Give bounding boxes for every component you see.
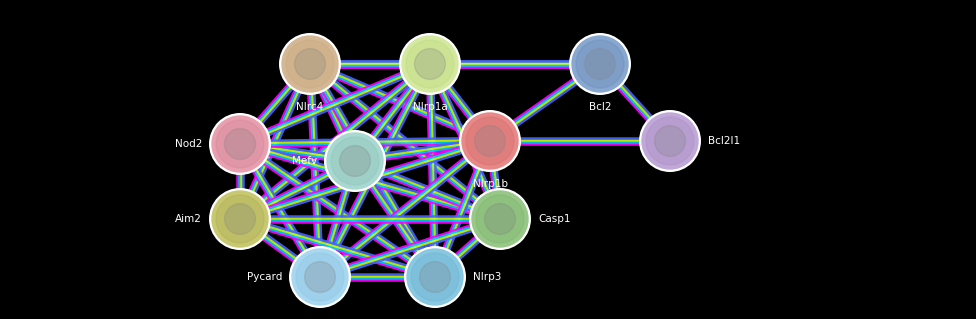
Circle shape bbox=[402, 36, 458, 92]
Text: Pycard: Pycard bbox=[247, 272, 282, 282]
Circle shape bbox=[399, 33, 461, 95]
Circle shape bbox=[411, 253, 459, 301]
Text: Nlrp1a: Nlrp1a bbox=[413, 102, 447, 112]
Text: Nlrc4: Nlrc4 bbox=[297, 102, 324, 112]
Text: Nod2: Nod2 bbox=[175, 139, 202, 149]
Text: Aim2: Aim2 bbox=[175, 214, 202, 224]
Text: Bcl2: Bcl2 bbox=[589, 102, 611, 112]
Circle shape bbox=[406, 40, 454, 88]
Circle shape bbox=[466, 117, 514, 165]
Circle shape bbox=[212, 116, 268, 172]
Circle shape bbox=[216, 120, 264, 168]
Circle shape bbox=[331, 137, 379, 185]
Circle shape bbox=[655, 126, 685, 156]
Circle shape bbox=[209, 113, 271, 175]
Circle shape bbox=[289, 246, 351, 308]
Circle shape bbox=[286, 40, 334, 88]
Circle shape bbox=[282, 36, 338, 92]
Circle shape bbox=[295, 48, 325, 79]
Circle shape bbox=[292, 249, 348, 305]
Circle shape bbox=[279, 33, 341, 95]
Text: Bcl2l1: Bcl2l1 bbox=[708, 136, 740, 146]
Circle shape bbox=[469, 188, 531, 250]
Circle shape bbox=[415, 48, 445, 79]
Text: Casp1: Casp1 bbox=[538, 214, 571, 224]
Circle shape bbox=[569, 33, 631, 95]
Circle shape bbox=[474, 126, 506, 156]
Circle shape bbox=[340, 145, 371, 176]
Text: Nlrp1b: Nlrp1b bbox=[472, 179, 508, 189]
Circle shape bbox=[216, 195, 264, 243]
Circle shape bbox=[462, 113, 518, 169]
Circle shape bbox=[476, 195, 524, 243]
Circle shape bbox=[407, 249, 463, 305]
Circle shape bbox=[327, 133, 383, 189]
Text: Nlrp3: Nlrp3 bbox=[473, 272, 502, 282]
Circle shape bbox=[324, 130, 386, 192]
Circle shape bbox=[642, 113, 698, 169]
Circle shape bbox=[224, 204, 256, 234]
Circle shape bbox=[472, 191, 528, 247]
Circle shape bbox=[404, 246, 466, 308]
Circle shape bbox=[420, 262, 450, 293]
Circle shape bbox=[212, 191, 268, 247]
Circle shape bbox=[485, 204, 515, 234]
Circle shape bbox=[224, 129, 256, 160]
Circle shape bbox=[209, 188, 271, 250]
Circle shape bbox=[296, 253, 344, 301]
Circle shape bbox=[305, 262, 336, 293]
Circle shape bbox=[459, 110, 521, 172]
Circle shape bbox=[585, 48, 616, 79]
Text: Mefv: Mefv bbox=[292, 156, 317, 166]
Circle shape bbox=[639, 110, 701, 172]
Circle shape bbox=[646, 117, 694, 165]
Circle shape bbox=[576, 40, 624, 88]
Circle shape bbox=[572, 36, 628, 92]
